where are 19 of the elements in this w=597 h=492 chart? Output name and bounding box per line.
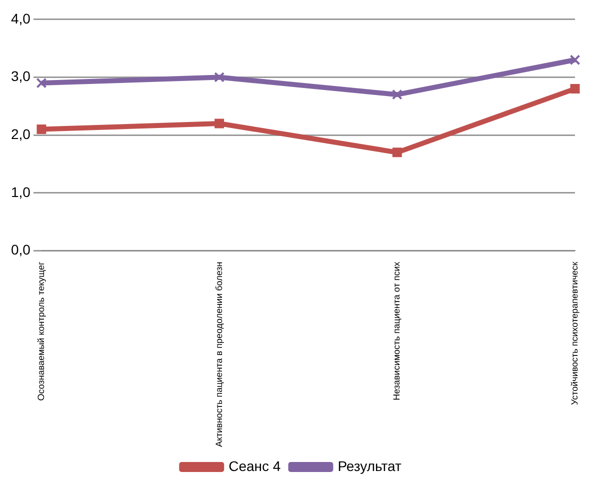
point (570, 54, 580, 66)
point (392, 148, 402, 158)
legend-label: Сеанс 4 (228, 458, 281, 474)
x-tick-label: Устойчивость психотерапевтическ (569, 262, 580, 406)
legend-label: Результат (338, 458, 402, 474)
x-tick-label: Осознаваемый контроль текущег (36, 261, 46, 401)
x-tick-label: Активность пациента в преодолении болезн (214, 262, 224, 448)
y-tick-label: 2,0 (10, 126, 31, 142)
point (36, 124, 46, 134)
x-tick-label: Независимость пациента от псих (392, 261, 402, 400)
y-tick-label: 0,0 (10, 242, 31, 258)
point (570, 84, 580, 94)
y-tick-label: 3,0 (10, 68, 31, 84)
point (392, 89, 402, 100)
y-tick-label: 1,0 (10, 184, 31, 200)
point (214, 118, 224, 128)
point (36, 78, 47, 88)
y-tick-label: 4,0 (10, 10, 31, 26)
point (214, 72, 225, 82)
